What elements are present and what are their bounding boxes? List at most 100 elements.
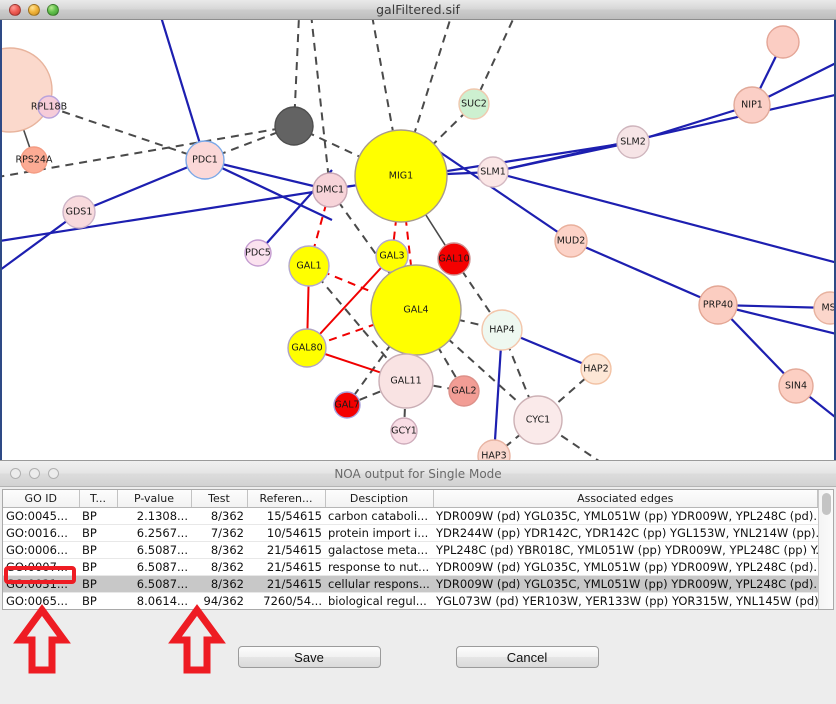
- network-node-SLM1[interactable]: SLM1: [477, 156, 509, 188]
- network-node-MSI[interactable]: MSI: [813, 291, 836, 325]
- network-edge[interactable]: [492, 329, 504, 457]
- cell-pvalue: 6.5087...: [117, 558, 191, 576]
- cell-description: biological regul...: [325, 592, 433, 609]
- network-node-PDC1[interactable]: PDC1: [185, 140, 225, 180]
- cell-type: BP: [79, 575, 117, 593]
- network-node-GAL80[interactable]: GAL80: [287, 328, 327, 368]
- network-node-HAP2[interactable]: HAP2: [580, 353, 612, 385]
- column-header-type[interactable]: T...: [79, 490, 118, 508]
- network-edge[interactable]: [717, 303, 836, 350]
- cell-goid: GO:0045...: [3, 507, 79, 525]
- network-edge[interactable]: [400, 20, 472, 177]
- network-edge[interactable]: [308, 265, 407, 382]
- network-canvas[interactable]: RPL18B RPS24A GDS1 PDC1 PDC5 SUC2 MIG1 DMC1 SLM1…: [0, 20, 836, 460]
- network-edge[interactable]: [204, 159, 333, 221]
- noa-minimize-button[interactable]: [29, 468, 40, 479]
- minimize-button[interactable]: [28, 3, 40, 16]
- cancel-button[interactable]: Cancel: [455, 646, 599, 668]
- noa-window-controls: [10, 468, 59, 479]
- network-node-PDC5[interactable]: PDC5: [244, 239, 272, 267]
- network-node[interactable]: [2, 47, 53, 133]
- network-node-HAP3[interactable]: HAP3: [477, 439, 511, 460]
- noa-maximize-button[interactable]: [48, 468, 59, 479]
- network-node-GAL10[interactable]: GAL10: [437, 242, 471, 276]
- network-edge[interactable]: [421, 139, 572, 242]
- network-node-GDS1[interactable]: GDS1: [62, 195, 96, 229]
- network-edge[interactable]: [570, 239, 719, 307]
- maximize-button[interactable]: [47, 3, 59, 16]
- network-edge[interactable]: [346, 380, 407, 406]
- save-button[interactable]: Save: [237, 646, 381, 668]
- network-node-GCY1[interactable]: GCY1: [390, 417, 418, 445]
- network-node-SIN4[interactable]: SIN4: [778, 368, 814, 404]
- noa-title: NOA output for Single Mode: [334, 466, 502, 481]
- cell-edges: YDR244W (pp) YDR142C, YDR142C (pp) YGL15…: [433, 524, 818, 542]
- network-node-GAL2[interactable]: GAL2: [448, 375, 480, 407]
- network-node-DMC1[interactable]: DMC1: [312, 172, 348, 208]
- network-node-MIG1[interactable]: MIG1: [354, 129, 448, 223]
- network-edge[interactable]: [122, 20, 207, 161]
- table-row[interactable]: GO:0007... BP 6.5087... 8/362 21/54615 respon…: [3, 558, 818, 576]
- cell-reference: 21/54615: [247, 575, 325, 593]
- cell-reference: 15/54615: [247, 507, 325, 525]
- network-edge[interactable]: [306, 255, 393, 349]
- table-row[interactable]: GO:0031... BP 6.5087... 8/362 21/54615 cellul…: [3, 575, 818, 593]
- network-edge[interactable]: [795, 385, 836, 460]
- network-edge[interactable]: [2, 140, 634, 250]
- network-edge[interactable]: [751, 30, 836, 106]
- table-row[interactable]: GO:0065... BP 8.0614... 94/362 7260/54... bio…: [3, 592, 818, 609]
- network-node-RPS24A[interactable]: RPS24A: [16, 146, 53, 174]
- close-button[interactable]: [9, 3, 21, 16]
- network-edge[interactable]: [302, 20, 331, 191]
- network-edge[interactable]: [48, 106, 206, 161]
- network-node[interactable]: [274, 106, 314, 146]
- cell-goid: GO:0065...: [3, 592, 79, 609]
- network-node-CYC1[interactable]: CYC1: [513, 395, 563, 445]
- network-node-NIP1[interactable]: NIP1: [733, 86, 771, 124]
- column-header-description[interactable]: Desciption: [325, 490, 434, 508]
- network-edge[interactable]: [2, 125, 295, 190]
- cell-edges: YPL248C (pd) YBR018C, YML051W (pp) YDR00…: [433, 541, 818, 559]
- network-edge[interactable]: [492, 170, 836, 280]
- network-node-GAL7[interactable]: GAL7: [333, 391, 361, 419]
- table-vertical-scrollbar[interactable]: [818, 490, 833, 609]
- network-node-GAL11[interactable]: GAL11: [378, 353, 434, 409]
- go-results-table-viewport: GO ID T... P-value Test Referen... Desciption…: [3, 490, 818, 609]
- column-header-edges[interactable]: Associated edges: [433, 490, 818, 508]
- table-row[interactable]: GO:0045... BP 2.1308... 8/362 15/54615 carbon…: [3, 507, 818, 525]
- network-edge[interactable]: [492, 80, 836, 174]
- noa-titlebar: NOA output for Single Mode: [0, 461, 836, 487]
- network-node[interactable]: [766, 25, 800, 59]
- cell-goid: GO:0006...: [3, 541, 79, 559]
- network-edge[interactable]: [293, 20, 302, 127]
- network-node-PRP40[interactable]: PRP40: [698, 285, 738, 325]
- network-node-MUD2[interactable]: MUD2: [554, 224, 588, 258]
- network-edge[interactable]: [329, 189, 417, 311]
- cell-pvalue: 8.0614...: [117, 592, 191, 609]
- cell-test: 8/362: [191, 507, 247, 525]
- network-edge[interactable]: [78, 158, 206, 214]
- network-node-HAP4[interactable]: HAP4: [481, 309, 523, 351]
- scrollbar-thumb[interactable]: [822, 493, 831, 515]
- network-node-GAL4[interactable]: GAL4: [370, 264, 462, 356]
- network-edge[interactable]: [2, 211, 80, 320]
- column-header-test[interactable]: Test: [191, 490, 248, 508]
- cell-type: BP: [79, 507, 117, 525]
- cell-type: BP: [79, 541, 117, 559]
- noa-close-button[interactable]: [10, 468, 21, 479]
- table-row[interactable]: GO:0016... BP 6.2567... 7/362 10/54615 protei…: [3, 524, 818, 542]
- cell-pvalue: 6.5087...: [117, 541, 191, 559]
- table-row[interactable]: GO:0006... BP 6.5087... 8/362 21/54615 galact…: [3, 541, 818, 559]
- network-node-SUC2[interactable]: SUC2: [458, 88, 490, 120]
- network-node-GAL1[interactable]: GAL1: [288, 245, 330, 287]
- column-header-goid[interactable]: GO ID: [3, 490, 80, 508]
- column-header-reference[interactable]: Referen...: [247, 490, 326, 508]
- column-header-pvalue[interactable]: P-value: [117, 490, 192, 508]
- network-node-SLM2[interactable]: SLM2: [616, 125, 650, 159]
- cell-pvalue: 6.5087...: [117, 575, 191, 593]
- cell-goid: GO:0016...: [3, 524, 79, 542]
- network-graph[interactable]: RPL18BRPS24AGDS1PDC1PDC5SUC2MIG1DMC1SLM1…: [2, 20, 836, 460]
- network-edge[interactable]: [204, 158, 331, 192]
- network-edge[interactable]: [473, 20, 522, 105]
